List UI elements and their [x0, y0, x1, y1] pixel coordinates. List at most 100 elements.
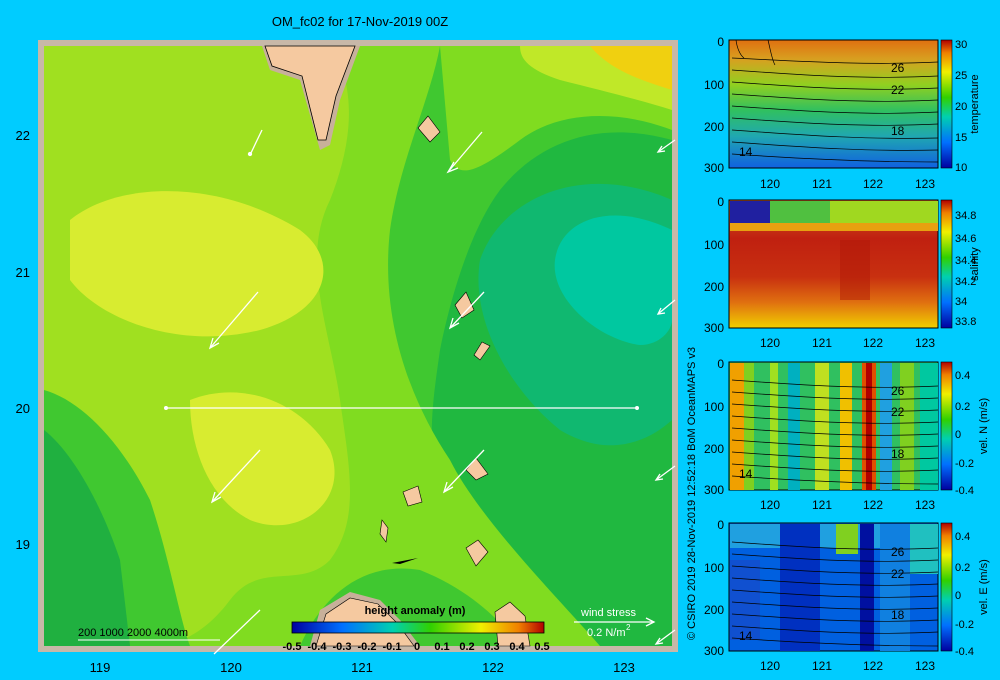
- vel-n-section: [728, 361, 939, 491]
- colorbar-tick: 0.3: [484, 641, 499, 653]
- contour-label: 14: [739, 629, 753, 643]
- vele-xtick: 121: [812, 659, 832, 673]
- temperature-colorbar: [940, 39, 953, 169]
- depth-legend: 200 1000 2000 4000m: [78, 627, 220, 641]
- wind-stress-arrows: [208, 129, 676, 655]
- salinity-colorbar: [940, 199, 953, 329]
- sal-xtick: 120: [760, 336, 780, 350]
- temperature-cbar-label: temperature: [969, 74, 981, 133]
- vele-ytick: 100: [704, 561, 724, 575]
- veln-xtick: 122: [863, 498, 883, 512]
- cbar-tick: 34.8: [955, 210, 976, 222]
- cbar-tick: 20: [955, 101, 967, 113]
- contour-label: 26: [891, 545, 905, 559]
- section-line: [164, 406, 639, 410]
- cbar-tick: -0.4: [955, 485, 974, 497]
- contour-label: 22: [891, 83, 905, 97]
- salinity-cbar-label: salinity: [969, 247, 981, 281]
- map-xtick: 119: [90, 660, 111, 675]
- colorbar-labels: temperature salinity vel. N (m/s) vel. E…: [969, 74, 990, 614]
- cbar-tick: 33.8: [955, 316, 976, 328]
- colorbar-tick: -0.3: [333, 641, 352, 653]
- colorbar-tick: 0.4: [509, 641, 525, 653]
- map-ytick: 20: [16, 401, 30, 416]
- cbar-tick: -0.4: [955, 646, 974, 658]
- wind-stress-unit-sup: 2: [626, 623, 631, 632]
- temp-xtick: 120: [760, 177, 780, 191]
- depth-legend-label: 200 1000 2000 4000m: [78, 627, 188, 639]
- temp-ytick: 300: [704, 161, 724, 175]
- cbar-tick: 34.2: [955, 276, 976, 288]
- colorbar-tick: 0: [414, 641, 420, 653]
- map-title: OM_fc02 for 17-Nov-2019 00Z: [271, 14, 449, 29]
- contour-labels: 26 22 18 14 26 22 18 14 26 22 18 14: [739, 61, 905, 643]
- sal-xtick: 123: [915, 336, 935, 350]
- vele-xtick: 123: [915, 659, 935, 673]
- cbar-tick: 34.4: [955, 255, 976, 267]
- cbar-tick: 10: [955, 162, 967, 174]
- temp-xtick: 123: [915, 177, 935, 191]
- map-xtick: 120: [220, 660, 242, 675]
- temperature-section: [728, 39, 939, 169]
- map-xtick: 121: [351, 660, 373, 675]
- contour-label: 26: [891, 61, 905, 75]
- vele-xtick: 122: [863, 659, 883, 673]
- contour-label: 18: [891, 608, 905, 622]
- height-anomaly-field: [44, 46, 672, 646]
- map-ytick: 22: [16, 128, 30, 143]
- colorbar-tick: -0.5: [283, 641, 302, 653]
- panel-axis-labels: 0 100 200 300 120 121 122 123 0 100 200 …: [704, 35, 935, 673]
- colorbar-tick: 0.5: [534, 641, 549, 653]
- vele-ytick: 300: [704, 644, 724, 658]
- wind-stress-key: wind stress 0.2 N/m 2: [574, 607, 656, 639]
- wind-stress-unit: 0.2 N/m: [587, 627, 626, 639]
- cbar-tick: 30: [955, 39, 967, 51]
- height-anomaly-colorbar: height anomaly (m) -0.5 -0.4 -0.3 -0.2 -…: [283, 605, 550, 653]
- colorbar-tick: -0.4: [308, 641, 328, 653]
- map-ytick: 19: [16, 537, 30, 552]
- vele-xtick: 120: [760, 659, 780, 673]
- vele-cbar-label: vel. E (m/s): [978, 559, 990, 615]
- veln-ytick: 200: [704, 442, 724, 456]
- colorbar-title: height anomaly (m): [365, 605, 466, 617]
- contour-label: 18: [891, 124, 905, 138]
- sal-ytick: 300: [704, 321, 724, 335]
- temp-ytick: 100: [704, 78, 724, 92]
- contour-label: 22: [891, 567, 905, 581]
- contour-label: 14: [739, 145, 753, 159]
- vele-ytick: 0: [717, 518, 724, 532]
- sal-ytick: 0: [717, 195, 724, 209]
- veln-xtick: 120: [760, 498, 780, 512]
- veln-cbar-label: vel. N (m/s): [978, 398, 990, 454]
- vel-e-section: [728, 522, 939, 652]
- cbar-tick: 15: [955, 132, 967, 144]
- colorbar-tick: -0.2: [358, 641, 377, 653]
- cbar-tick: -0.2: [955, 458, 974, 470]
- map-ytick: 21: [16, 265, 30, 280]
- contour-label: 14: [739, 467, 753, 481]
- vele-ytick: 200: [704, 603, 724, 617]
- map-xtick: 122: [482, 660, 504, 675]
- sal-ytick: 200: [704, 280, 724, 294]
- temp-xtick: 121: [812, 177, 832, 191]
- veln-ytick: 0: [717, 357, 724, 371]
- cbar-tick: 0.2: [955, 401, 970, 413]
- temp-xtick: 122: [863, 177, 883, 191]
- colorbar-tick: 0.2: [459, 641, 474, 653]
- veln-xtick: 121: [812, 498, 832, 512]
- colorbar-tick: -0.1: [383, 641, 402, 653]
- cbar-tick: 0.4: [955, 531, 970, 543]
- colorbar-tick: 0.1: [434, 641, 449, 653]
- cbar-tick: 34: [955, 296, 967, 308]
- contour-label: 18: [891, 447, 905, 461]
- temp-ytick: 200: [704, 120, 724, 134]
- veln-xtick: 123: [915, 498, 935, 512]
- map-panel: 119 120 121 122 123 22 21 20 19 200 1000…: [16, 40, 678, 675]
- contour-label: 26: [891, 384, 905, 398]
- panel-colorbar-ticks: 30 25 20 15 10 34.8 34.6 34.4 34.2 34 33…: [955, 39, 976, 658]
- temp-ytick: 0: [717, 35, 724, 49]
- sal-xtick: 122: [863, 336, 883, 350]
- contour-label: 22: [891, 405, 905, 419]
- cbar-tick: 34.6: [955, 233, 976, 245]
